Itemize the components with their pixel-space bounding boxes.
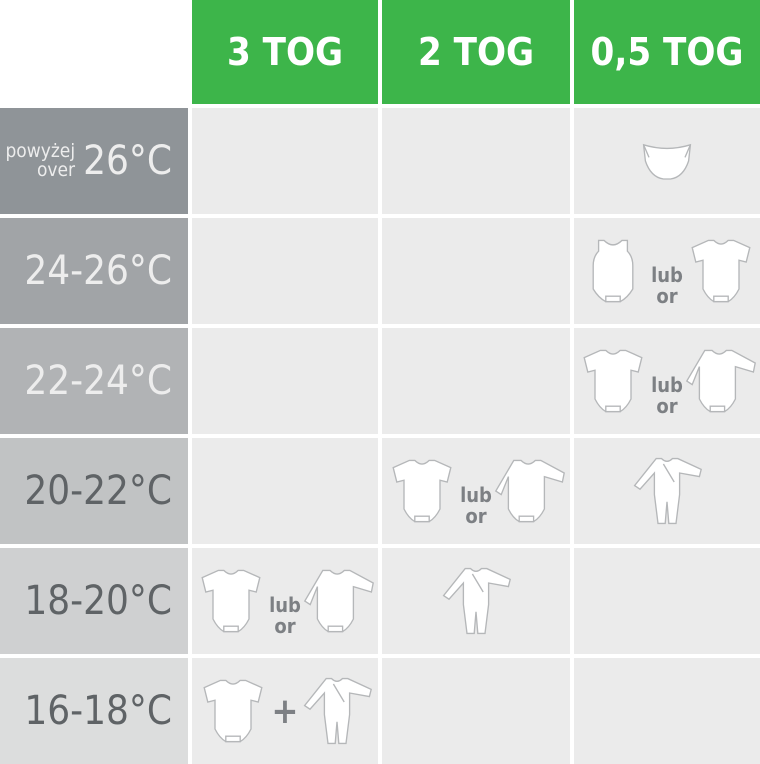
- or-pl: lub: [269, 593, 301, 617]
- sleepsuit-icon: [442, 567, 511, 635]
- short-sleeve-bodysuit-icon: [203, 679, 263, 743]
- or-connector: lub or: [460, 485, 492, 527]
- temperature-range: 24-26°C: [24, 248, 172, 294]
- or-en: or: [656, 284, 678, 308]
- short-sleeve-bodysuit-icon: [691, 239, 751, 303]
- short-sleeve-bodysuit-icon: [201, 569, 261, 633]
- or-connector: lub or: [651, 375, 683, 417]
- table-cell: [192, 438, 378, 544]
- sleepsuit-icon: [303, 677, 372, 745]
- table-cell: [382, 328, 570, 434]
- column-header: 0,5 TOG: [574, 0, 760, 104]
- short-sleeve-bodysuit-icon: [392, 459, 452, 523]
- table-cell: [192, 328, 378, 434]
- temperature-range: 18-20°C: [24, 578, 172, 624]
- row-label-prefix: powyżej over: [5, 142, 75, 180]
- table-cell: +: [192, 658, 378, 764]
- or-en: or: [656, 394, 678, 418]
- or-en: or: [465, 504, 487, 528]
- temperature-range: 20-22°C: [24, 468, 172, 514]
- short-sleeve-bodysuit-icon: [583, 349, 643, 413]
- or-connector: lub or: [651, 265, 683, 307]
- table-cell: lub or: [382, 438, 570, 544]
- row-label: 18-20°C: [0, 548, 188, 654]
- corner-cell: [0, 0, 188, 104]
- column-header: 3 TOG: [192, 0, 378, 104]
- or-connector: lub or: [269, 595, 301, 637]
- table-cell: lub or: [192, 548, 378, 654]
- temperature-range: 26°C: [83, 138, 172, 184]
- or-pl: lub: [651, 263, 683, 287]
- temperature-range: 16-18°C: [24, 688, 172, 734]
- row-label: 22-24°C: [0, 328, 188, 434]
- table-cell: [382, 108, 570, 214]
- table-cell: [574, 438, 760, 544]
- row-label: 20-22°C: [0, 438, 188, 544]
- prefix-pl: powyżej: [5, 140, 76, 162]
- long-sleeve-bodysuit-icon: [495, 459, 565, 523]
- long-sleeve-bodysuit-icon: [686, 349, 756, 413]
- row-label: 24-26°C: [0, 218, 188, 324]
- temperature-range: 22-24°C: [24, 358, 172, 404]
- table-cell: [574, 548, 760, 654]
- table-cell: [382, 658, 570, 764]
- table-cell: [192, 218, 378, 324]
- or-pl: lub: [651, 373, 683, 397]
- row-label: 16-18°C: [0, 658, 188, 764]
- table-cell: lub or: [574, 328, 760, 434]
- table-cell: [192, 108, 378, 214]
- sleepsuit-icon: [633, 457, 702, 525]
- table-cell: [574, 108, 760, 214]
- table-cell: [382, 548, 570, 654]
- column-header: 2 TOG: [382, 0, 570, 104]
- or-pl: lub: [460, 483, 492, 507]
- sleeveless-bodysuit-icon: [592, 239, 634, 303]
- table-cell: [574, 658, 760, 764]
- prefix-en: over: [36, 159, 76, 181]
- plus-connector: +: [271, 690, 299, 732]
- long-sleeve-bodysuit-icon: [304, 569, 374, 633]
- table-cell: lub or: [574, 218, 760, 324]
- table-cell: [382, 218, 570, 324]
- nappy-icon: [642, 144, 692, 180]
- or-en: or: [274, 614, 296, 638]
- row-label: powyżej over 26°C: [0, 108, 188, 214]
